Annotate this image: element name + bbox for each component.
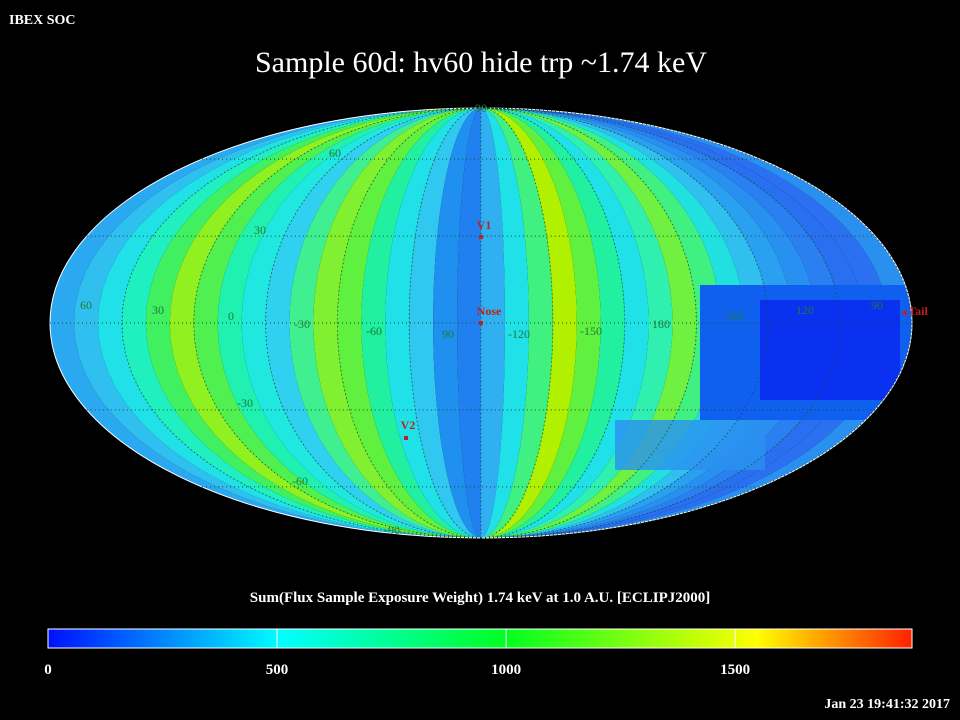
colorbar (47, 628, 913, 649)
grid-label: 180 (652, 317, 670, 331)
marker-dot (479, 235, 483, 239)
marker-dot (479, 321, 483, 325)
meridian (480, 107, 554, 539)
app-label: IBEX SOC (9, 13, 76, 28)
grid-label: -90 (384, 523, 400, 537)
colorbar-tick-label: 0 (44, 662, 52, 678)
marker-dot (903, 311, 907, 315)
map-region (615, 420, 765, 470)
meridian (264, 107, 482, 539)
map-band (409, 108, 481, 538)
grid-label: 120 (796, 303, 814, 317)
map-band (457, 108, 481, 538)
marker-dot (404, 436, 408, 440)
map-band (481, 108, 553, 538)
sky-map (50, 108, 912, 538)
marker-label: Nose (477, 304, 502, 318)
map-band (385, 108, 481, 538)
grid-label: 60 (329, 146, 341, 160)
grid-label: -30 (237, 396, 253, 410)
meridian (480, 107, 769, 539)
marker-label: V2 (401, 418, 416, 432)
meridian (480, 107, 626, 539)
colorbar-tick-label: 1500 (720, 662, 750, 678)
map-band (337, 108, 481, 538)
grid-label: 90 (871, 298, 883, 312)
timestamp: Jan 23 19:41:32 2017 (824, 697, 950, 712)
marker-label: V1 (477, 218, 492, 232)
colorbar-tick-label: 1000 (491, 662, 521, 678)
meridian (408, 107, 482, 539)
colorbar-title: Sum(Flux Sample Exposure Weight) 1.74 ke… (250, 590, 710, 606)
grid-label: -60 (366, 324, 382, 338)
map-band (481, 108, 577, 538)
grid-label: 150 (725, 309, 743, 323)
map-band (481, 108, 649, 538)
map-band (481, 108, 529, 538)
meridian (193, 107, 482, 539)
grid-label: 90 (475, 101, 487, 115)
grid-label: -30 (294, 317, 310, 331)
map-labels: 90 60 30 60 30 0 -30 -60 90 -120 -150 180 150 120 90 -3… (80, 101, 928, 537)
grid-label: -150 (580, 324, 602, 338)
grid-label: 60 (80, 298, 92, 312)
meridian (480, 107, 698, 539)
map-region (760, 300, 900, 400)
map-band (481, 108, 601, 538)
title: Sample 60d: hv60 hide trp ~1.74 keV (255, 46, 707, 79)
colorbar-tick-label: 500 (266, 662, 289, 678)
grid-label: 30 (254, 223, 266, 237)
grid-label: 90 (442, 327, 454, 341)
grid-label: 30 (152, 303, 164, 317)
meridian (336, 107, 482, 539)
map-band (361, 108, 481, 538)
map-band (481, 108, 625, 538)
map-band (313, 108, 481, 538)
grid-label: 0 (228, 309, 234, 323)
graticule (50, 107, 913, 539)
grid-label: -60 (292, 474, 308, 488)
map-band (481, 108, 505, 538)
grid-label: -120 (508, 327, 530, 341)
marker-label: Tail (908, 304, 928, 318)
colorbar-ticks: 0 500 1000 1500 (44, 629, 750, 678)
